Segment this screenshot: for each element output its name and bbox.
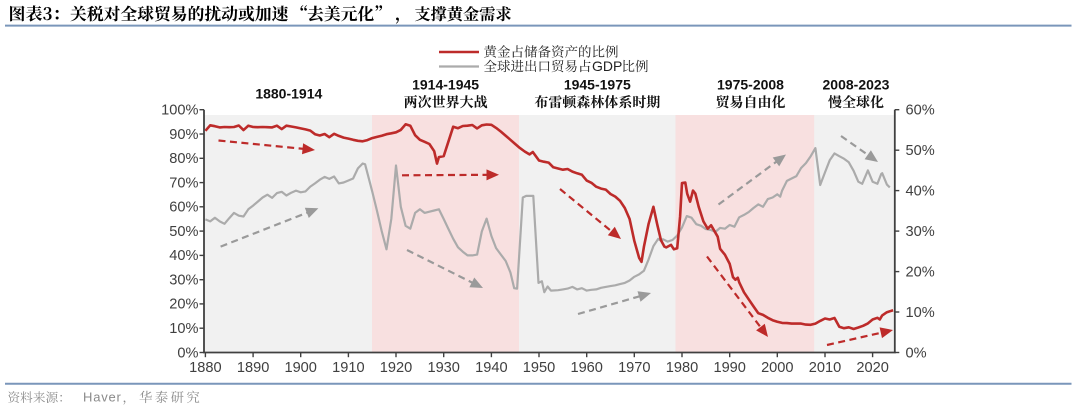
svg-text:1880: 1880 bbox=[189, 360, 221, 376]
svg-text:1945-1975: 1945-1975 bbox=[564, 77, 631, 93]
svg-text:20%: 20% bbox=[906, 264, 935, 280]
svg-text:40%: 40% bbox=[906, 183, 935, 199]
svg-text:1970: 1970 bbox=[618, 360, 650, 376]
svg-text:30%: 30% bbox=[906, 224, 935, 240]
svg-text:2008-2023: 2008-2023 bbox=[823, 77, 890, 93]
svg-text:60%: 60% bbox=[169, 200, 198, 216]
svg-text:2000: 2000 bbox=[761, 360, 793, 376]
svg-text:2020: 2020 bbox=[856, 360, 888, 376]
svg-text:1950: 1950 bbox=[523, 360, 555, 376]
svg-text:1900: 1900 bbox=[284, 360, 316, 376]
svg-text:80%: 80% bbox=[169, 151, 198, 167]
svg-text:1890: 1890 bbox=[237, 360, 269, 376]
svg-text:40%: 40% bbox=[169, 248, 198, 264]
svg-text:1930: 1930 bbox=[427, 360, 459, 376]
svg-text:30%: 30% bbox=[169, 273, 198, 289]
svg-text:70%: 70% bbox=[169, 175, 198, 191]
svg-text:1990: 1990 bbox=[713, 360, 745, 376]
svg-text:2010: 2010 bbox=[809, 360, 841, 376]
svg-text:1975-2008: 1975-2008 bbox=[717, 77, 784, 93]
svg-text:10%: 10% bbox=[906, 305, 935, 321]
svg-text:100%: 100% bbox=[161, 103, 198, 119]
svg-text:1940: 1940 bbox=[475, 360, 507, 376]
svg-text:20%: 20% bbox=[169, 297, 198, 313]
svg-text:0%: 0% bbox=[177, 345, 198, 361]
svg-text:1880-1914: 1880-1914 bbox=[255, 85, 322, 101]
svg-text:50%: 50% bbox=[906, 143, 935, 159]
svg-text:90%: 90% bbox=[169, 127, 198, 143]
svg-text:10%: 10% bbox=[169, 321, 198, 337]
svg-text:1914-1945: 1914-1945 bbox=[412, 77, 479, 93]
svg-text:1960: 1960 bbox=[570, 360, 602, 376]
svg-text:50%: 50% bbox=[169, 224, 198, 240]
svg-text:0%: 0% bbox=[906, 345, 927, 361]
svg-text:GDP: GDP bbox=[592, 58, 622, 74]
svg-text:Haver: Haver bbox=[83, 389, 122, 404]
svg-text:1920: 1920 bbox=[380, 360, 412, 376]
svg-text:1910: 1910 bbox=[332, 360, 364, 376]
svg-text:1980: 1980 bbox=[666, 360, 698, 376]
svg-text:60%: 60% bbox=[906, 103, 935, 119]
